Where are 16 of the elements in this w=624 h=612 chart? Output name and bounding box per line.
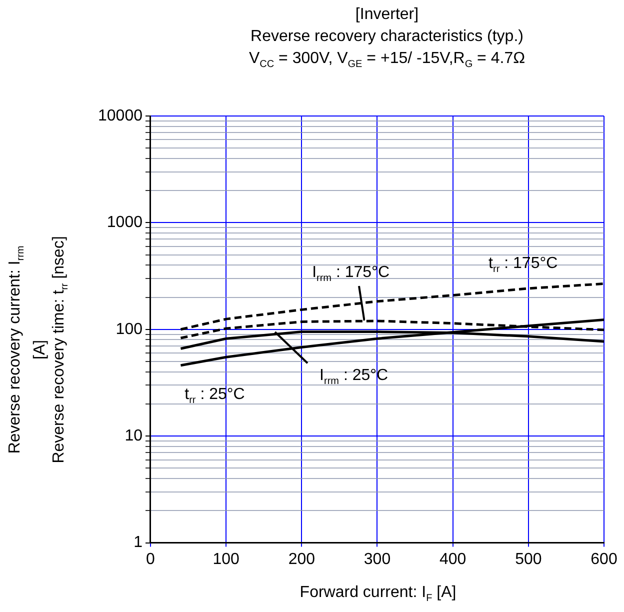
line-series	[179, 282, 604, 331]
x-tick-label: 0	[146, 550, 156, 568]
x-tick-label: 100	[212, 550, 240, 568]
x-tick-label: 500	[515, 550, 542, 568]
chart-title: [Inverter]	[354, 5, 420, 25]
y-tick-label: 1000	[106, 214, 143, 232]
x-tick-label: 400	[439, 550, 466, 568]
y-tick-label: 10000	[98, 107, 143, 124]
chart-subtitle: Reverse recovery characteristics (typ.) V$_{CC}$ = 300V, V$_{GE}$ = +15/ -15V,R$_{G}$ = 4.7Ω	[248, 27, 526, 72]
x-axis-title: Forward current: I$_{F}$ [A]	[298, 583, 458, 606]
y-tick-label: 100	[116, 320, 143, 338]
x-tick-label: 300	[364, 550, 391, 568]
x-tick-label: 600	[590, 550, 618, 568]
y-tick-label: 1	[134, 534, 143, 552]
y-tick-label: 10	[124, 428, 143, 445]
x-tick-label: 200	[288, 550, 316, 568]
